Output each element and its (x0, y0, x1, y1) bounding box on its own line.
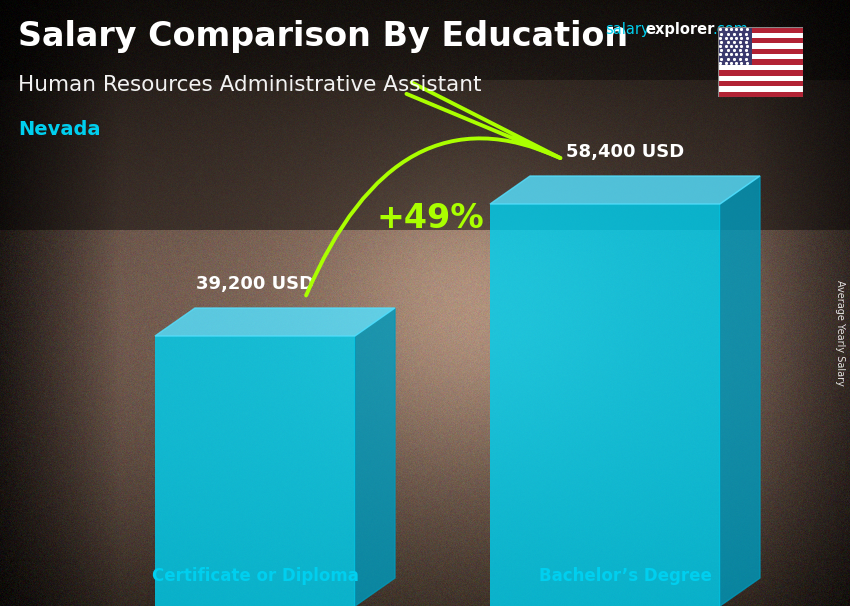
Text: explorer: explorer (645, 22, 714, 37)
Text: 39,200 USD: 39,200 USD (196, 275, 314, 293)
Text: Average Yearly Salary: Average Yearly Salary (835, 280, 845, 386)
Bar (718, 38, 803, 44)
Text: .com: .com (712, 22, 748, 37)
Bar (718, 27, 752, 65)
Text: Salary Comparison By Education: Salary Comparison By Education (18, 20, 628, 53)
Bar (0, 0, 850, 230)
Text: Human Resources Administrative Assistant: Human Resources Administrative Assistant (18, 75, 481, 95)
Bar (718, 70, 803, 76)
Polygon shape (355, 308, 395, 606)
Text: salary: salary (605, 22, 649, 37)
Bar (718, 54, 803, 59)
Bar (718, 65, 803, 70)
Bar (718, 48, 803, 54)
Polygon shape (490, 176, 760, 204)
Bar (718, 92, 803, 97)
Text: +49%: +49% (377, 202, 484, 235)
Bar (718, 33, 803, 38)
Bar (718, 27, 803, 33)
Bar (718, 86, 803, 92)
Bar (490, 204, 720, 606)
Text: Bachelor’s Degree: Bachelor’s Degree (539, 567, 711, 585)
Polygon shape (720, 176, 760, 606)
Bar (718, 76, 803, 81)
Text: 58,400 USD: 58,400 USD (566, 143, 684, 161)
Text: Certificate or Diploma: Certificate or Diploma (151, 567, 359, 585)
Bar (155, 336, 355, 606)
Text: Nevada: Nevada (18, 120, 100, 139)
Bar (718, 44, 803, 48)
Polygon shape (155, 308, 395, 336)
Bar (718, 81, 803, 86)
Bar (718, 59, 803, 65)
